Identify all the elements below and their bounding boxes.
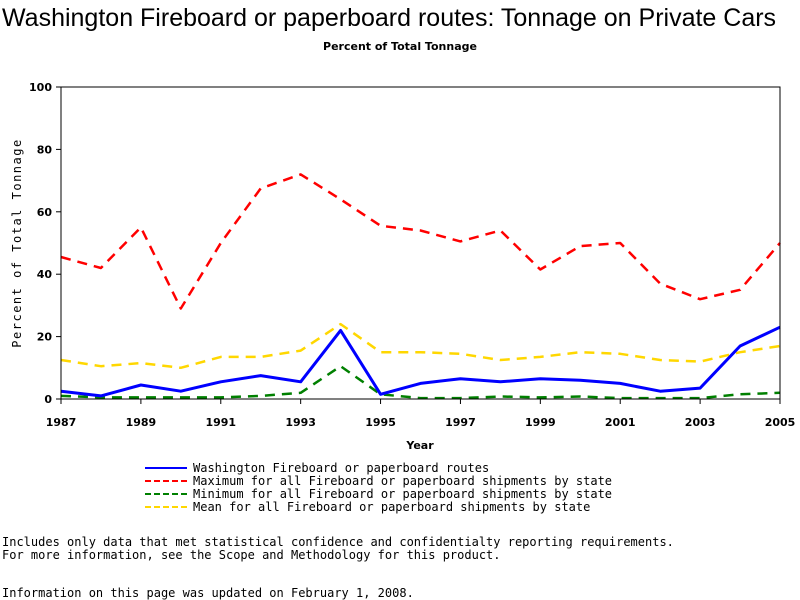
footnote-methodology: For more information, see the Scope and … [2, 548, 501, 562]
legend-swatch [145, 505, 187, 508]
legend-swatch [145, 466, 187, 469]
x-tick-label: 1997 [445, 416, 476, 429]
y-axis: 0 20 40 60 80 100 [29, 81, 61, 406]
footnote-updated: Information on this page was updated on … [2, 586, 414, 600]
y-tick-label: 40 [37, 268, 53, 281]
chart-subtitle: Percent of Total Tonnage [323, 40, 477, 53]
legend-label: Minimum for all Fireboard or paperboard … [193, 486, 613, 501]
footnote-confidentiality: Includes only data that met statistical … [2, 535, 674, 549]
series-line-1 [60, 173, 781, 310]
y-tick-label: 100 [29, 81, 52, 94]
x-tick-label: 1991 [205, 416, 236, 429]
x-tick-label: 1999 [525, 416, 556, 429]
x-tick-label: 1987 [46, 416, 77, 429]
series-line-0 [60, 325, 781, 398]
x-tick-label: 1989 [126, 416, 157, 429]
y-tick-label: 0 [44, 393, 52, 406]
y-tick-label: 60 [37, 206, 53, 219]
line-chart: 1987 1989 1991 1993 1995 1997 1999 2001 2003 2005… [10, 81, 796, 452]
legend-label: Maximum for all Fireboard or paperboard … [193, 473, 613, 488]
x-tick-label: 2001 [605, 416, 636, 429]
x-tick-label: 2005 [765, 416, 796, 429]
series-line-3 [60, 322, 781, 370]
legend-item: Maximum for all Fireboard or paperboard … [145, 473, 613, 488]
legend-label: Washington Fireboard or paperboard route… [193, 460, 490, 475]
legend-item: Washington Fireboard or paperboard route… [145, 460, 490, 475]
legend-item: Mean for all Fireboard or paperboard shi… [145, 499, 591, 514]
legend-swatch [145, 492, 187, 495]
y-tick-label: 20 [37, 331, 53, 344]
y-axis-label: Percent of Total Tonnage [10, 138, 24, 347]
x-tick-label: 2003 [685, 416, 716, 429]
plot-area-frame [60, 86, 781, 400]
x-axis: 1987 1989 1991 1993 1995 1997 1999 2001 2003 2005 [46, 399, 796, 429]
legend-label: Mean for all Fireboard or paperboard shi… [193, 499, 591, 514]
series-layer [60, 173, 781, 400]
legend-swatch [145, 479, 187, 482]
x-tick-label: 1995 [365, 416, 396, 429]
y-tick-label: 80 [37, 143, 53, 156]
legend-item: Minimum for all Fireboard or paperboard … [145, 486, 613, 501]
x-tick-label: 1993 [285, 416, 316, 429]
chart-title: Washington Fireboard or paperboard route… [2, 4, 777, 32]
x-axis-label: Year [405, 439, 434, 452]
series-line-2 [60, 364, 781, 400]
